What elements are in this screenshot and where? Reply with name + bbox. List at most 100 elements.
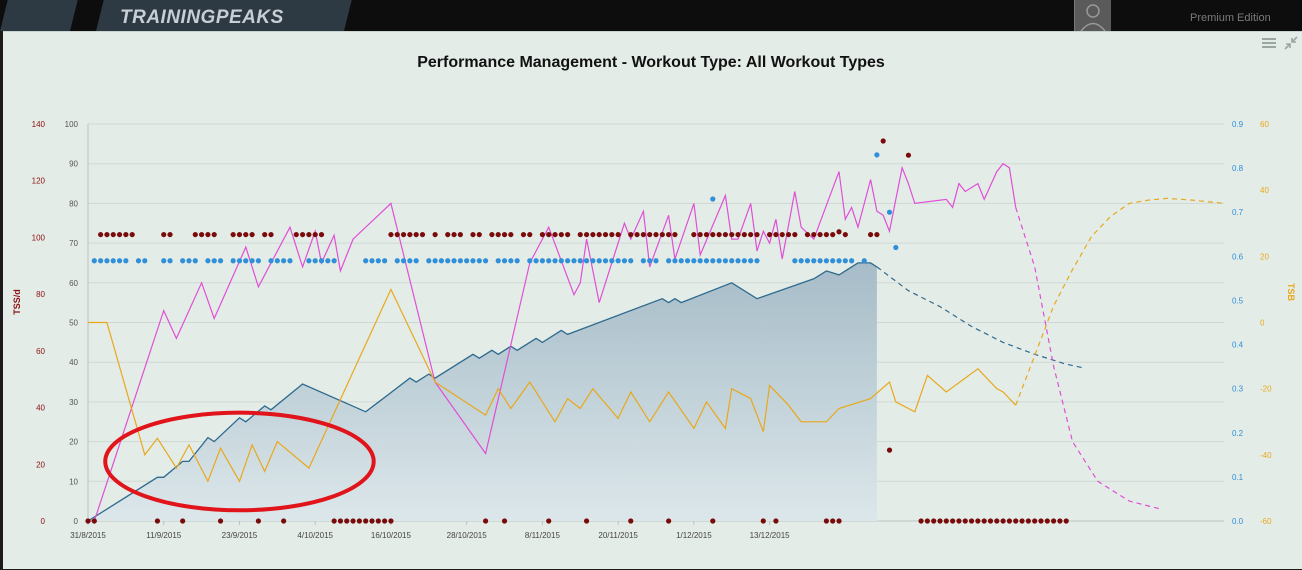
if-dot bbox=[413, 258, 419, 264]
tss-dot bbox=[199, 231, 205, 238]
brand-logo[interactable]: TRAININGPEAKS bbox=[120, 7, 284, 28]
tss-dot bbox=[388, 231, 394, 238]
tss-dot bbox=[994, 518, 1000, 524]
tss-dot bbox=[741, 231, 747, 238]
if-dot bbox=[369, 258, 375, 264]
tss-dot bbox=[703, 231, 710, 238]
tss-dot bbox=[722, 231, 729, 238]
tss-dot bbox=[590, 231, 596, 238]
tss-dot bbox=[546, 518, 552, 524]
if-tick-label: 0.7 bbox=[1232, 208, 1244, 217]
menu-icon[interactable] bbox=[1262, 37, 1276, 49]
if-dot bbox=[274, 258, 280, 264]
tss-dot bbox=[312, 231, 318, 238]
if-dot bbox=[268, 258, 274, 264]
tss-dot bbox=[615, 231, 621, 238]
if-dot bbox=[236, 258, 243, 264]
avatar-icon[interactable] bbox=[1074, 0, 1111, 32]
if-dot bbox=[596, 258, 602, 264]
tss-dot bbox=[527, 231, 533, 238]
if-dot bbox=[811, 258, 817, 264]
tss-dot bbox=[811, 231, 817, 238]
if-dot bbox=[823, 258, 830, 264]
tss-dot bbox=[823, 518, 830, 524]
if-dot bbox=[110, 258, 116, 264]
expand-icon[interactable] bbox=[1284, 36, 1298, 50]
if-dot bbox=[180, 258, 186, 264]
if-dot bbox=[211, 258, 217, 264]
tss-dot bbox=[489, 231, 495, 238]
chart-title: Performance Management - Workout Type: A… bbox=[417, 54, 885, 71]
if-dot bbox=[577, 258, 583, 264]
fitness-tick-label: 0 bbox=[74, 517, 79, 526]
tss-dot bbox=[628, 231, 634, 238]
tss-dot bbox=[830, 231, 836, 238]
tss-dot bbox=[748, 231, 754, 238]
if-dot bbox=[426, 258, 432, 264]
tss-dot bbox=[382, 518, 388, 524]
tss-dot bbox=[666, 518, 672, 524]
tss-dot bbox=[394, 231, 400, 238]
if-dot bbox=[116, 258, 123, 264]
if-dot bbox=[748, 258, 754, 264]
tss-dot bbox=[236, 231, 243, 238]
if-dot bbox=[161, 258, 167, 264]
tsb-axis-label: TSB bbox=[1286, 283, 1296, 302]
if-dot bbox=[325, 258, 331, 264]
x-tick-label: 16/10/2015 bbox=[371, 531, 412, 540]
if-dot bbox=[382, 258, 388, 264]
tss-tick-label: 80 bbox=[36, 290, 45, 299]
tss-dot bbox=[640, 231, 646, 238]
tss-dot bbox=[400, 231, 407, 238]
tss-dot bbox=[211, 231, 217, 238]
tss-dot bbox=[104, 231, 110, 238]
if-dot bbox=[849, 258, 855, 264]
tss-dot bbox=[1057, 518, 1063, 524]
tss-dot bbox=[596, 231, 602, 238]
tss-dot bbox=[760, 518, 766, 524]
if-dot bbox=[514, 258, 520, 264]
tss-dot bbox=[249, 231, 255, 238]
tss-dot bbox=[1032, 518, 1038, 524]
if-dot bbox=[476, 258, 482, 264]
if-dot bbox=[697, 258, 703, 264]
tss-dot bbox=[710, 231, 716, 238]
edition-label: Premium Edition bbox=[1190, 12, 1271, 24]
if-dot bbox=[546, 258, 552, 264]
x-tick-label: 8/11/2015 bbox=[525, 531, 561, 540]
if-dot bbox=[287, 258, 293, 264]
if-dot bbox=[249, 258, 255, 264]
tss-dot bbox=[1063, 518, 1069, 524]
tss-dot bbox=[647, 231, 653, 238]
if-dot bbox=[804, 258, 811, 264]
if-dot bbox=[470, 258, 476, 264]
if-dot bbox=[192, 258, 198, 264]
tss-tick-label: 100 bbox=[32, 233, 46, 242]
if-dot bbox=[602, 258, 609, 264]
if-dot bbox=[615, 258, 621, 264]
tss-dot bbox=[710, 518, 716, 524]
tss-dot bbox=[804, 231, 811, 238]
tss-dot bbox=[243, 231, 249, 238]
tss-dot bbox=[785, 231, 792, 238]
if-dot bbox=[583, 258, 590, 264]
if-tick-label: 0.4 bbox=[1232, 341, 1244, 350]
tss-dot bbox=[483, 518, 489, 524]
if-dot bbox=[798, 258, 804, 264]
if-dot bbox=[590, 258, 596, 264]
tss-dot bbox=[1013, 518, 1019, 524]
tss-dot bbox=[407, 231, 413, 238]
tss-dot bbox=[205, 231, 211, 238]
if-dot bbox=[375, 258, 381, 264]
tsb-tick-label: 60 bbox=[1260, 120, 1269, 129]
if-dot bbox=[893, 244, 899, 251]
tss-tick-label: 140 bbox=[32, 120, 46, 129]
tss-dot bbox=[583, 231, 590, 238]
fitness-projection bbox=[876, 266, 1086, 369]
tss-dot bbox=[943, 518, 949, 524]
tss-dot bbox=[85, 518, 91, 524]
fitness-tick-label: 40 bbox=[69, 358, 78, 367]
fitness-tick-label: 100 bbox=[65, 120, 79, 129]
form-line bbox=[88, 287, 1017, 483]
